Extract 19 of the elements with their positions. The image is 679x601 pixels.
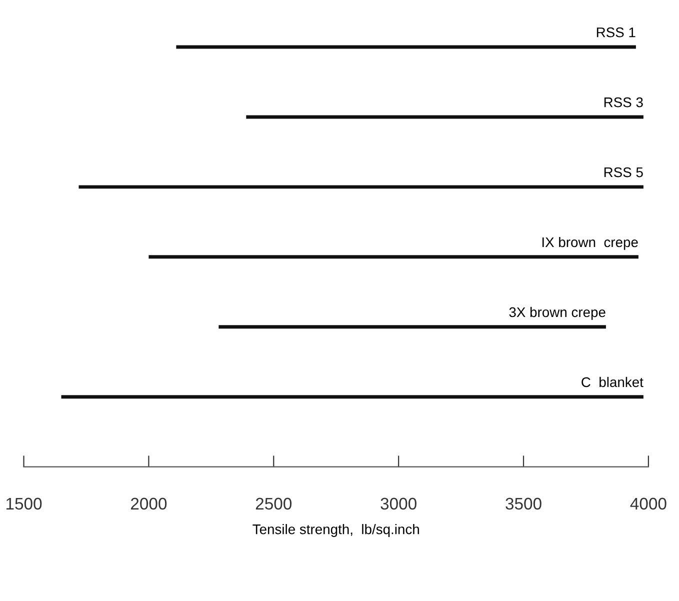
y-tick-label: RSS 3 [604,97,643,108]
bar [148,255,638,259]
x-tick-label: 2500 [256,498,292,510]
y-tick-label: C blanket [582,376,644,388]
x-axis-title: Tensile strength, lb/sq.inch [252,524,419,537]
bar [176,45,636,49]
y-tick-label: RSS 5 [604,167,643,178]
bar [61,395,644,399]
y-tick-label: RSS 1 [596,27,636,38]
x-tick-label: 2000 [131,498,167,510]
x-tick-label: 3500 [506,498,542,510]
bar [218,325,606,329]
x-tick-label: 3000 [380,498,416,510]
y-tick-label: IX brown crepe [542,236,638,250]
x-tick-label: 4000 [630,498,666,510]
y-tick-label: 3X brown crepe [509,306,606,320]
bar [246,115,644,119]
x-tick-label: 1500 [6,498,42,510]
bar [78,185,644,189]
